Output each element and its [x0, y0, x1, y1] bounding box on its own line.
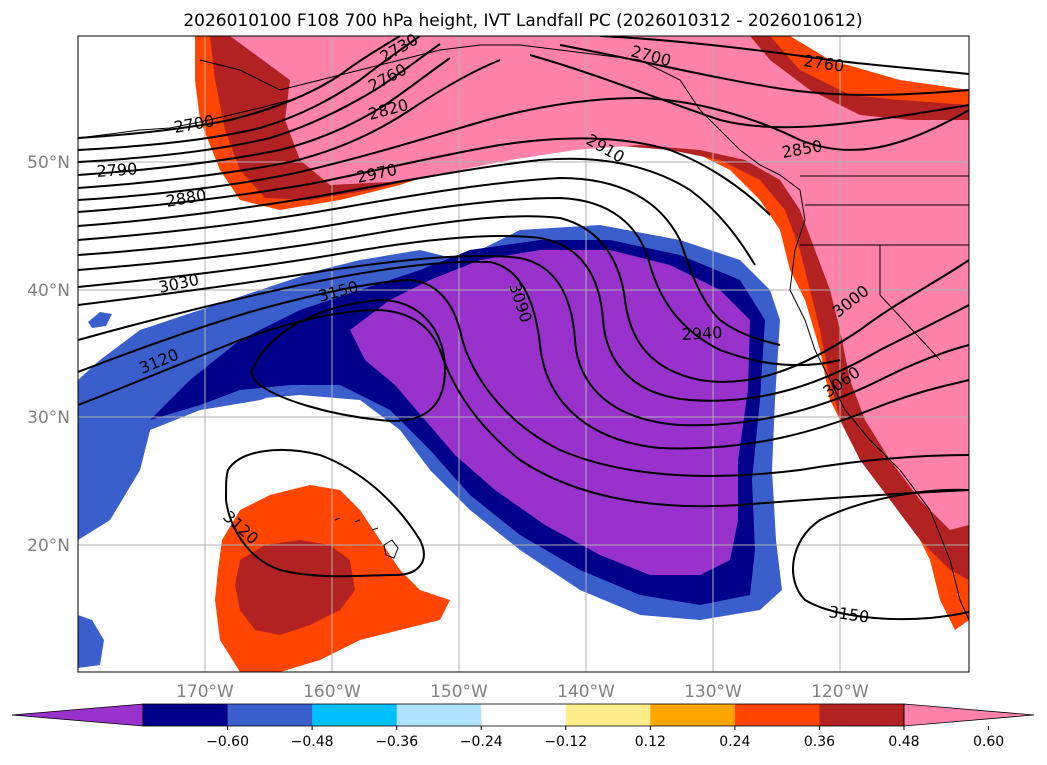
coastline-aleutians — [78, 99, 291, 139]
colorbar-tick-label: −0.12 — [544, 734, 587, 750]
colorbar-tick-label: 0.60 — [973, 734, 1004, 750]
contour-2970 — [78, 196, 841, 367]
colorbar-segment — [227, 704, 313, 726]
colorbar-tick-label: −0.36 — [375, 734, 418, 750]
contour-2820 — [78, 59, 501, 189]
colorbar-tick-label: 0.24 — [719, 734, 750, 750]
contour-2910 — [78, 157, 756, 266]
coastline-alaska — [199, 44, 781, 176]
colorbar-segment — [143, 704, 229, 726]
shade-neg-purple — [350, 250, 750, 575]
contour-2790-north — [559, 44, 969, 96]
colorbar: −0.60 −0.48 −0.36 −0.24 −0.12 0.12 0.24 0.36 0.4… — [11, 703, 1035, 750]
lon-labels: 170°W 160°W 150°W 140°W 130°W 120°W — [176, 682, 869, 702]
colorbar-extend-low — [11, 703, 144, 727]
map-frame — [77, 35, 970, 673]
colorbar-segment — [565, 704, 651, 726]
colorbar-tick-label: −0.24 — [460, 734, 503, 750]
contour-3150-east — [792, 488, 969, 621]
contour-3120 — [78, 278, 969, 477]
contour-3150-closed — [250, 298, 447, 422]
colorbar-segment — [734, 704, 820, 726]
lon-label-120w: 120°W — [811, 682, 869, 702]
map-panel: 2700 2790 2880 3030 3120 3150 3090 2970 … — [77, 30, 970, 673]
shade-pos-pink-north-inner — [300, 36, 690, 165]
contour-3060 — [78, 254, 969, 427]
lon-label-150w: 150°W — [430, 682, 488, 702]
contour-3120-lower — [78, 308, 969, 508]
contour-2850 — [78, 96, 969, 201]
colorbar-tick-label: 0.36 — [804, 734, 835, 750]
lon-label-160w: 160°W — [303, 682, 361, 702]
contour-3000 — [78, 215, 969, 383]
contour-2700-west — [78, 36, 401, 139]
contour-label-2940: 2940 — [681, 323, 723, 344]
contour-2760-north — [599, 36, 969, 75]
state-border-ca-nv — [879, 245, 941, 361]
colorbar-segment — [312, 704, 398, 726]
colorbar-tick-label: −0.60 — [206, 734, 249, 750]
contour-3030 — [78, 234, 969, 402]
lat-labels: 50°N 40°N 30°N 20°N — [27, 153, 70, 556]
colorbar-extend-high — [903, 703, 1035, 727]
colorbar-tick-label: 0.48 — [888, 734, 919, 750]
colorbar-segment — [481, 704, 567, 726]
contour-2880 — [78, 137, 771, 216]
shade-neg-small-islet — [88, 312, 112, 328]
contour-label-2790: 2790 — [96, 159, 138, 181]
contour-2820-north — [529, 54, 969, 129]
contour-3120-hawaii — [224, 449, 425, 578]
contour-2940 — [78, 176, 781, 346]
colorbar-tick-label: −0.48 — [291, 734, 334, 750]
colorbar-segment — [650, 704, 736, 726]
height-contours — [78, 36, 969, 621]
lat-label-40n: 40°N — [27, 281, 70, 301]
hawaii-islands — [334, 517, 399, 559]
contour-2730 — [78, 36, 421, 151]
colorbar-frame — [142, 703, 905, 727]
contour-2760-west — [78, 43, 441, 163]
colorbar-segment — [819, 704, 905, 726]
lon-label-130w: 130°W — [684, 682, 742, 702]
colorbar-segment — [396, 704, 482, 726]
contour-3090 — [78, 260, 969, 450]
coastline-west-us — [779, 174, 969, 621]
lat-label-50n: 50°N — [27, 153, 70, 173]
shaded-field — [78, 36, 969, 672]
contour-2790 — [78, 57, 451, 176]
map-title: 2026010100 F108 700 hPa height, IVT Land… — [183, 11, 862, 31]
shade-neg-southwest — [78, 615, 104, 668]
lon-label-170w: 170°W — [176, 682, 234, 702]
coastlines — [78, 44, 969, 621]
lon-label-140w: 140°W — [557, 682, 615, 702]
colorbar-tick-label: 0.12 — [635, 734, 666, 750]
lat-label-30n: 30°N — [27, 408, 70, 428]
lat-label-20n: 20°N — [27, 536, 70, 556]
